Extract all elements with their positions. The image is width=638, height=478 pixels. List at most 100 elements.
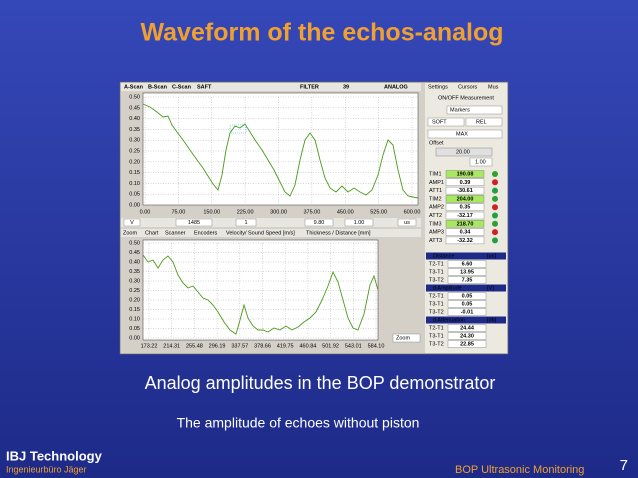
toolbar-item: ANALOG <box>384 84 408 90</box>
cursor-label: ATT2 <box>429 213 442 219</box>
control-field: us <box>404 220 410 226</box>
field <box>445 228 485 236</box>
control-bar <box>121 218 421 227</box>
cursor-value: 190.08 <box>457 171 474 177</box>
cursor-label: ATT3 <box>429 238 442 244</box>
y-tick-label: 0.45 <box>129 105 140 111</box>
tab: Scanner <box>165 230 186 236</box>
cursor-value: 0.35 <box>460 205 471 211</box>
section-value: 0.05 <box>462 301 473 307</box>
control-field: V <box>130 220 134 226</box>
x-tick-label: 150.00 <box>203 209 220 215</box>
x-tick-label: 0.00 <box>140 209 151 215</box>
toolbar-item: B-Scan <box>148 84 168 90</box>
x-tick-label: 337.57 <box>231 343 248 349</box>
tab: Zoom <box>123 230 137 236</box>
field <box>445 178 485 187</box>
y-tick-label: 0.40 <box>129 116 140 122</box>
toolbar-item: 39 <box>343 84 349 90</box>
field <box>447 324 487 332</box>
x-tick-label: 225.00 <box>237 209 254 215</box>
y-tick-label: 0.20 <box>129 159 140 165</box>
footer-subtitle: Ingenieurbüro Jäger <box>6 464 87 474</box>
field <box>447 260 487 268</box>
field <box>427 129 503 139</box>
field <box>445 220 485 228</box>
subcaption: The amplitude of echoes without piston <box>177 415 420 431</box>
field <box>445 203 485 211</box>
toolbar-item: FILTER <box>300 84 319 90</box>
y-tick-label: 0.20 <box>129 297 140 303</box>
field <box>447 292 487 300</box>
y-tick-label: 0.15 <box>129 307 140 313</box>
x-tick-label: 543.01 <box>345 343 362 349</box>
panel-tab: Settings <box>428 84 448 90</box>
y-tick-label: 0.35 <box>129 127 140 133</box>
cursor-value: 204.00 <box>457 196 474 202</box>
field <box>447 268 487 276</box>
panel-label: Offset <box>429 140 444 146</box>
panel-field: 20.00 <box>456 149 470 155</box>
tab: Velocity/ Sound Speed [m/s] <box>226 230 295 236</box>
x-tick-label: 501.92 <box>322 343 339 349</box>
section-value: 6.60 <box>462 261 473 267</box>
x-tick-label: 296.19 <box>209 343 226 349</box>
y-tick-label: 0.10 <box>129 181 140 187</box>
field <box>445 211 485 220</box>
field <box>447 332 487 340</box>
field <box>235 218 257 227</box>
cursor-label: TIM2 <box>429 196 442 202</box>
upper-waveform <box>142 103 419 199</box>
panel-field: 1.00 <box>475 159 486 165</box>
toolbar-item: SAFT <box>197 84 212 90</box>
x-tick-label: 450.00 <box>337 209 354 215</box>
y-tick-label: 0.05 <box>129 326 140 332</box>
x-tick-label: 378.66 <box>254 343 271 349</box>
y-tick-label: 0.25 <box>129 288 140 294</box>
section-title: d Attenuation <box>433 317 465 323</box>
field <box>447 300 487 308</box>
panel-heading: ON/OFF Measurement <box>438 95 494 101</box>
x-tick-label: 173.22 <box>141 343 158 349</box>
section-unit: [V] <box>487 285 494 291</box>
field <box>344 218 374 227</box>
cursor-value: -30.61 <box>457 188 473 194</box>
cursor-label: AMP3 <box>429 230 444 236</box>
grids <box>143 96 418 339</box>
section-value: 24.44 <box>460 325 475 331</box>
section-label: T3-T2 <box>429 277 444 283</box>
y-tick-label: 0.25 <box>129 148 140 154</box>
cursor-indicator <box>492 187 498 194</box>
section-value: 24.30 <box>460 333 474 339</box>
cursor-value: 218.70 <box>457 221 474 227</box>
section-label: T2-T1 <box>429 325 444 331</box>
control-field: 1 <box>244 220 247 226</box>
panel-field: REL <box>476 119 487 125</box>
panel-tab: Mus <box>488 84 499 90</box>
caption: Analog amplitudes in the BOP demonstrato… <box>145 373 496 393</box>
field <box>397 218 417 227</box>
field <box>447 276 487 284</box>
x-tick-label: 419.75 <box>277 343 294 349</box>
field <box>445 236 485 245</box>
cursor-indicator <box>492 171 498 177</box>
section-unit: [us] <box>487 253 496 259</box>
y-tick-label: 0.05 <box>129 192 140 198</box>
section-label: T3-T1 <box>429 269 444 275</box>
zoom-button: Zoom <box>396 335 410 341</box>
field <box>445 186 485 195</box>
field <box>469 157 493 167</box>
cursor-value: -32.32 <box>457 238 473 244</box>
section-label: T3-T1 <box>429 333 444 339</box>
screenshot-texts: A-Scan B-Scan C-Scan SAFT FILTER 39 ANALOG 0.50… <box>123 84 506 349</box>
field <box>446 105 503 115</box>
section-value: 0.05 <box>462 293 473 299</box>
field <box>445 195 485 203</box>
field <box>427 117 465 127</box>
y-tick-label: 0.30 <box>129 138 140 144</box>
toolbar <box>121 83 421 91</box>
cursor-indicator <box>492 229 498 236</box>
section-label: T2-T1 <box>429 293 444 299</box>
tab-bar <box>121 229 421 237</box>
